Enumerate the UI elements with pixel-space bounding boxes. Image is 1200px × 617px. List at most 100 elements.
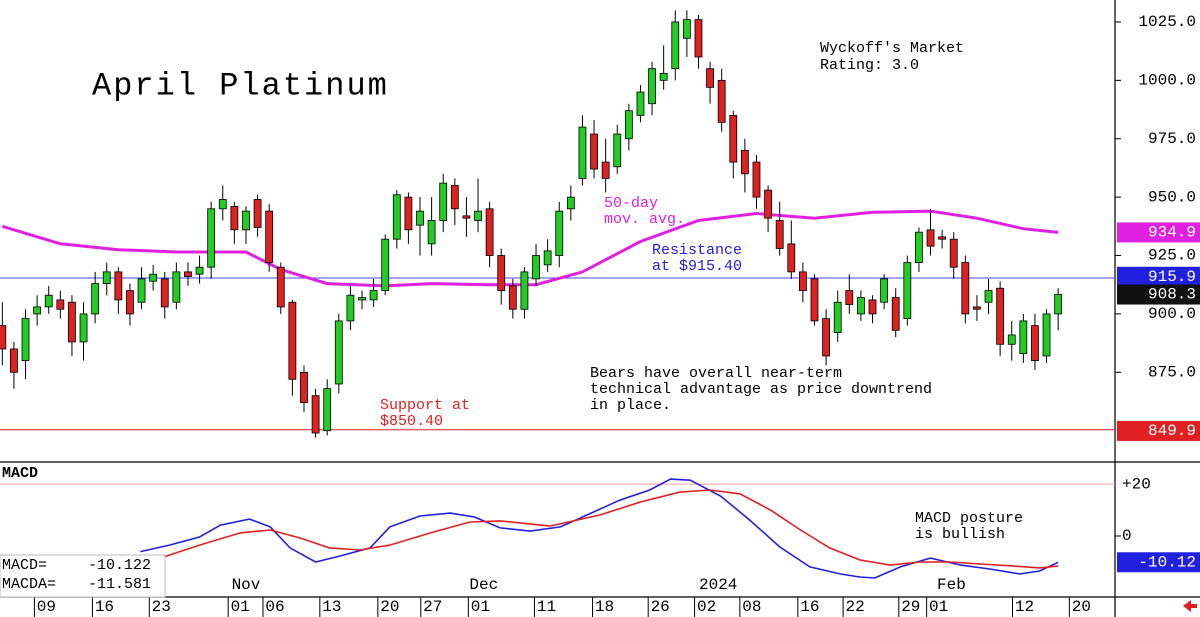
annotation: technical advantage as price downtrend xyxy=(590,381,932,398)
annotation: MACD posture xyxy=(915,510,1023,527)
y-tick-label: 975.0 xyxy=(1148,130,1196,148)
x-tick-label: 13 xyxy=(322,598,341,616)
candle-body xyxy=(276,266,285,308)
candle-body xyxy=(195,266,204,275)
candle-body xyxy=(706,68,714,88)
candle-body xyxy=(740,150,749,175)
x-tick-label: 06 xyxy=(265,598,284,616)
y-tick-label: 950.0 xyxy=(1148,188,1196,206)
candle-body xyxy=(450,185,459,210)
candle-body xyxy=(462,215,471,219)
candle-body xyxy=(833,301,842,334)
candle-body xyxy=(439,182,448,221)
x-tick-label: 01 xyxy=(929,598,948,616)
month-label: Nov xyxy=(232,576,261,594)
candle-body xyxy=(404,196,413,231)
candle-body xyxy=(207,208,216,268)
candle-body xyxy=(1007,334,1016,345)
candle-body xyxy=(265,210,274,263)
x-tick-label: 23 xyxy=(152,598,171,616)
candle-body xyxy=(1054,294,1063,315)
candle-body xyxy=(242,210,250,231)
candle-body xyxy=(775,220,784,249)
x-tick-label: 18 xyxy=(595,598,614,616)
candle-body xyxy=(868,299,877,315)
price-tag xyxy=(1117,266,1200,287)
annotation: Bears have overall near-term xyxy=(590,365,842,382)
legend-label: MACD= xyxy=(2,557,47,574)
candle-body xyxy=(648,68,656,105)
candle-body xyxy=(369,290,378,301)
candle-body xyxy=(717,79,726,123)
price-tag-label: 849.9 xyxy=(1148,422,1196,440)
y-tick-label: 925.0 xyxy=(1148,247,1196,265)
candle-body xyxy=(787,243,796,273)
month-label: Dec xyxy=(469,576,498,594)
legend-value: -10.122 xyxy=(88,557,151,574)
candle-body xyxy=(938,236,947,240)
macd-line xyxy=(140,478,1059,579)
x-tick-label: 12 xyxy=(1015,598,1034,616)
candle-body xyxy=(880,278,889,303)
candle-body xyxy=(172,271,181,303)
candle-body xyxy=(56,299,65,310)
annotation: Support at xyxy=(380,397,470,414)
candle-body xyxy=(601,161,610,179)
candle-body xyxy=(126,290,134,315)
candle-body xyxy=(392,194,401,240)
candle-body xyxy=(822,318,830,357)
macd-line xyxy=(159,489,1059,569)
candle-body xyxy=(334,320,343,385)
candle-body xyxy=(485,208,494,256)
candle-body xyxy=(358,297,366,301)
x-tick-label: 20 xyxy=(1072,598,1091,616)
candle-body xyxy=(845,290,854,305)
candle-body xyxy=(798,271,807,291)
price-tag-label: 915.9 xyxy=(1148,268,1196,286)
value-tag xyxy=(1117,552,1200,573)
candle-body xyxy=(590,133,598,170)
x-tick-label: 29 xyxy=(901,598,920,616)
candle-body xyxy=(253,199,262,228)
y-tick-label: 1025.0 xyxy=(1138,13,1196,31)
annotation: 50-day xyxy=(604,195,658,212)
candle-body xyxy=(114,271,123,301)
candle-body xyxy=(102,271,111,284)
candle-body xyxy=(1042,313,1051,357)
y-tick-label: 900.0 xyxy=(1148,305,1196,323)
annotation: Resistance xyxy=(652,242,742,259)
candle-body xyxy=(973,306,981,310)
x-tick-label: 22 xyxy=(846,598,865,616)
candle-body xyxy=(427,220,436,245)
candle-body xyxy=(624,110,633,140)
legend-label: MACDA= xyxy=(2,576,56,593)
candle-body xyxy=(184,271,192,277)
candle-body xyxy=(926,229,935,247)
candle-body xyxy=(752,161,761,198)
candle-body xyxy=(230,206,239,231)
candle-body xyxy=(300,371,308,404)
candle-body xyxy=(555,210,564,256)
candle-body xyxy=(21,318,30,362)
candle-body xyxy=(10,348,18,373)
y-tick-label: 1000.0 xyxy=(1138,72,1196,90)
candle-body xyxy=(79,313,88,343)
annotation: at $915.40 xyxy=(652,258,742,275)
candle-body xyxy=(996,287,1005,345)
candle-body xyxy=(764,189,772,219)
y-tick-label: +20 xyxy=(1122,475,1151,493)
candle-body xyxy=(91,283,100,315)
candle-body xyxy=(543,250,552,266)
candle-body xyxy=(346,294,355,322)
candle-body xyxy=(671,21,680,70)
x-tick-label: 16 xyxy=(95,598,114,616)
annotation: is bullish xyxy=(915,526,1005,543)
candle-body xyxy=(659,72,668,81)
candle-body xyxy=(891,297,900,331)
candle-body xyxy=(961,262,970,315)
candle-body xyxy=(288,301,297,380)
x-tick-label: 01 xyxy=(231,598,250,616)
